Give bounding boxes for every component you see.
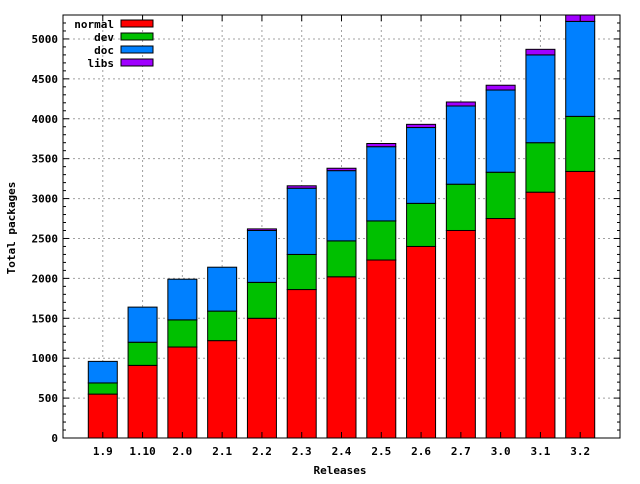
bar-dev-2.3: [286, 253, 317, 291]
bar-doc-2.3: [286, 187, 317, 255]
bar-dev-3.1: [525, 142, 556, 193]
bar-doc-2.0: [167, 278, 198, 321]
bar-libs-2.7: [445, 101, 476, 107]
bar-dev-2.4: [326, 240, 357, 278]
y-tick-label: 0: [51, 432, 58, 445]
bar-normal-2.3: [286, 289, 317, 439]
bar-doc-2.7: [445, 105, 476, 185]
bar-libs-2.2: [246, 228, 277, 231]
bar-normal-2.1: [207, 340, 238, 439]
bar-normal-1.9: [87, 393, 118, 439]
legend-swatch-doc: [120, 45, 154, 54]
bar-doc-2.6: [406, 127, 437, 204]
bar-normal-2.5: [366, 259, 397, 439]
bar-dev-2.2: [246, 281, 277, 319]
x-tick-label: 3.0: [491, 445, 511, 458]
y-tick-label: 2000: [32, 272, 59, 285]
x-tick-label: 3.2: [570, 445, 590, 458]
bar-dev-1.10: [127, 341, 158, 366]
legend-label-libs: libs: [88, 57, 115, 70]
plot-frame: [62, 14, 621, 439]
bar-normal-2.0: [167, 346, 198, 439]
legend-label-normal: normal: [74, 18, 114, 31]
bar-normal-2.4: [326, 276, 357, 439]
bar-dev-2.6: [406, 202, 437, 247]
x-axis-label: Releases: [314, 464, 367, 477]
y-tick-label: 1500: [32, 312, 59, 325]
y-tick-label: 3500: [32, 153, 59, 166]
bar-doc-1.10: [127, 306, 158, 343]
bars: [87, 14, 596, 439]
bar-doc-3.1: [525, 54, 556, 144]
bar-doc-2.2: [246, 229, 277, 283]
y-axis-label: Total packages: [5, 182, 18, 275]
x-tick-label: 2.2: [252, 445, 272, 458]
bar-doc-2.4: [326, 170, 357, 242]
bar-doc-3.2: [565, 20, 596, 117]
legend-swatch-libs: [120, 58, 154, 67]
y-tick-label: 1000: [32, 352, 59, 365]
bar-doc-2.5: [366, 146, 397, 222]
axes: [62, 14, 621, 439]
bar-normal-1.10: [127, 364, 158, 439]
bar-doc-1.9: [87, 360, 118, 384]
bar-dev-3.0: [485, 171, 516, 220]
bar-dev-1.9: [87, 382, 118, 395]
bar-normal-3.0: [485, 218, 516, 439]
bar-normal-3.2: [565, 170, 596, 439]
bar-dev-3.2: [565, 115, 596, 172]
x-tick-label: 1.10: [129, 445, 156, 458]
bar-libs-2.5: [366, 142, 397, 148]
tick-labels: 0 500 1000 1500 2000 2500 3000 3500 4000 4500 5000…: [32, 33, 591, 458]
bar-normal-2.7: [445, 229, 476, 439]
y-tick-label: 500: [38, 392, 58, 405]
x-tick-label: 2.5: [371, 445, 391, 458]
y-tick-label: 5000: [32, 33, 59, 46]
bar-doc-3.0: [485, 89, 516, 173]
bar-normal-3.1: [525, 191, 556, 439]
bar-dev-2.5: [366, 220, 397, 261]
bar-normal-2.6: [406, 245, 437, 439]
legend-swatch-dev: [120, 32, 154, 41]
bar-libs-2.3: [286, 185, 317, 189]
x-tick-label: 2.1: [212, 445, 232, 458]
x-tick-label: 2.3: [292, 445, 312, 458]
x-tick-label: 2.0: [172, 445, 192, 458]
x-tick-label: 2.7: [451, 445, 471, 458]
legend-swatch-normal: [120, 19, 154, 28]
bar-libs-3.1: [525, 48, 556, 56]
bar-doc-2.1: [207, 266, 238, 312]
bar-dev-2.0: [167, 319, 198, 348]
bar-libs-2.6: [406, 123, 437, 129]
y-tick-label: 4000: [32, 113, 59, 126]
bar-normal-2.2: [246, 317, 277, 439]
legend-label-dev: dev: [94, 31, 114, 44]
bar-libs-2.4: [326, 167, 357, 172]
y-tick-label: 4500: [32, 73, 59, 86]
bar-dev-2.1: [207, 310, 238, 342]
bar-dev-2.7: [445, 183, 476, 231]
y-tick-label: 2500: [32, 232, 59, 245]
x-tick-label: 2.4: [332, 445, 352, 458]
x-tick-label: 2.6: [411, 445, 431, 458]
bar-libs-3.0: [485, 84, 516, 91]
x-tick-label: 1.9: [93, 445, 113, 458]
x-tick-label: 3.1: [530, 445, 550, 458]
y-tick-label: 3000: [32, 193, 59, 206]
legend-label-doc: doc: [94, 44, 114, 57]
